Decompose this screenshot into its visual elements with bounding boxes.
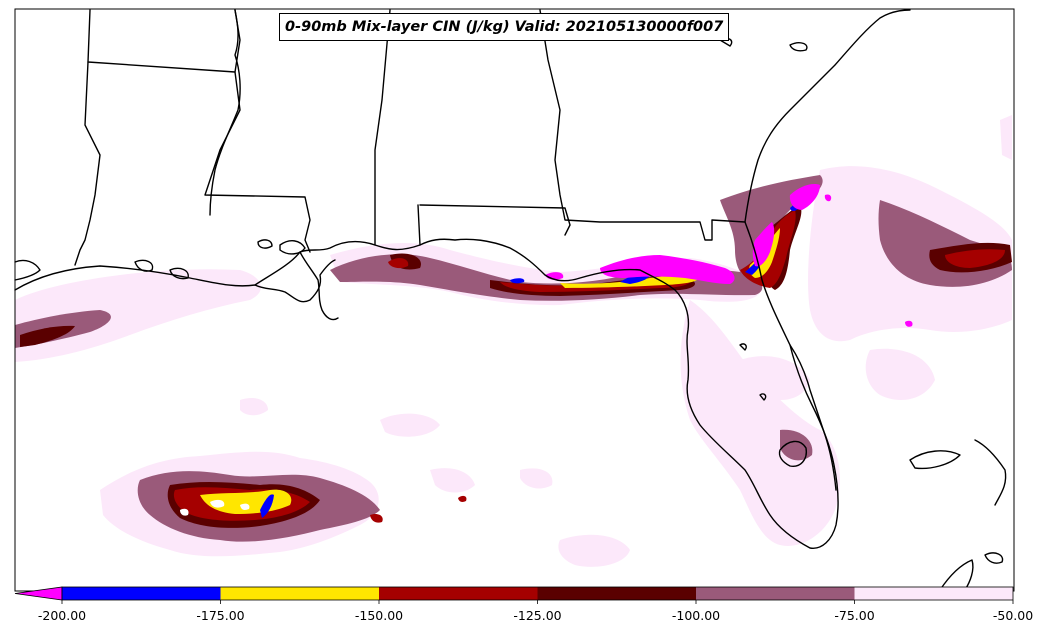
colorbar-tick-label-1: -175.00 — [196, 608, 245, 623]
colorbar-tick-label-0: -200.00 — [37, 608, 87, 623]
colorbar-tick-label-2: -150.00 — [354, 608, 404, 623]
bahamas-island-2 — [974, 439, 1007, 506]
colorbar-tick-label-5: -75.00 — [834, 608, 875, 623]
la-delta — [254, 259, 336, 303]
gulf-coastline-north — [14, 238, 676, 291]
mississippi-river — [209, 9, 241, 216]
small-lake-1 — [739, 343, 747, 351]
colorbar-tick-label-3: -125.00 — [513, 608, 562, 623]
colorbar — [14, 586, 1014, 604]
cin-field-layer — [15, 115, 1012, 567]
lake-marion — [789, 42, 808, 52]
colorbar-tick-label-4: -100.00 — [671, 608, 721, 623]
atlantic-coast — [744, 9, 911, 223]
bahamas-island-1 — [909, 450, 961, 470]
lake-borgne — [279, 240, 306, 255]
florida-east-coast — [744, 221, 837, 491]
map-title: 0-90mb Mix-layer CIN (J/kg) Valid: 20210… — [279, 13, 730, 41]
la-delta-2 — [299, 251, 339, 321]
texas-bay-2 — [169, 267, 189, 280]
coastline-layer — [14, 9, 1007, 591]
texas-bay — [134, 259, 154, 272]
state-border-al-fl — [419, 204, 571, 236]
state-border-tx-la — [74, 61, 101, 266]
colorbar-bin-4 — [696, 587, 855, 600]
texas-coast-west — [14, 259, 41, 281]
colorbar-bin-2 — [379, 587, 538, 600]
colorbar-bin-1 — [220, 587, 379, 600]
colorbar-tick-label-6: -50.00 — [992, 608, 1034, 623]
state-border-al-ga — [539, 9, 746, 241]
cin-level-magenta — [545, 184, 913, 327]
cin-holes — [180, 499, 250, 516]
cuba-coast — [939, 559, 974, 591]
bahamas-island-3 — [984, 552, 1004, 564]
lake-okeechobee — [778, 440, 807, 467]
colorbar-bin-5 — [854, 587, 1013, 600]
small-lake-2 — [759, 393, 767, 401]
lake-pontchartrain — [257, 239, 273, 249]
colorbar-bin-0 — [62, 587, 221, 600]
state-border-ms-al — [374, 9, 391, 246]
colorbar-bin-3 — [537, 587, 696, 600]
state-border-fl-panhandle — [417, 204, 421, 246]
